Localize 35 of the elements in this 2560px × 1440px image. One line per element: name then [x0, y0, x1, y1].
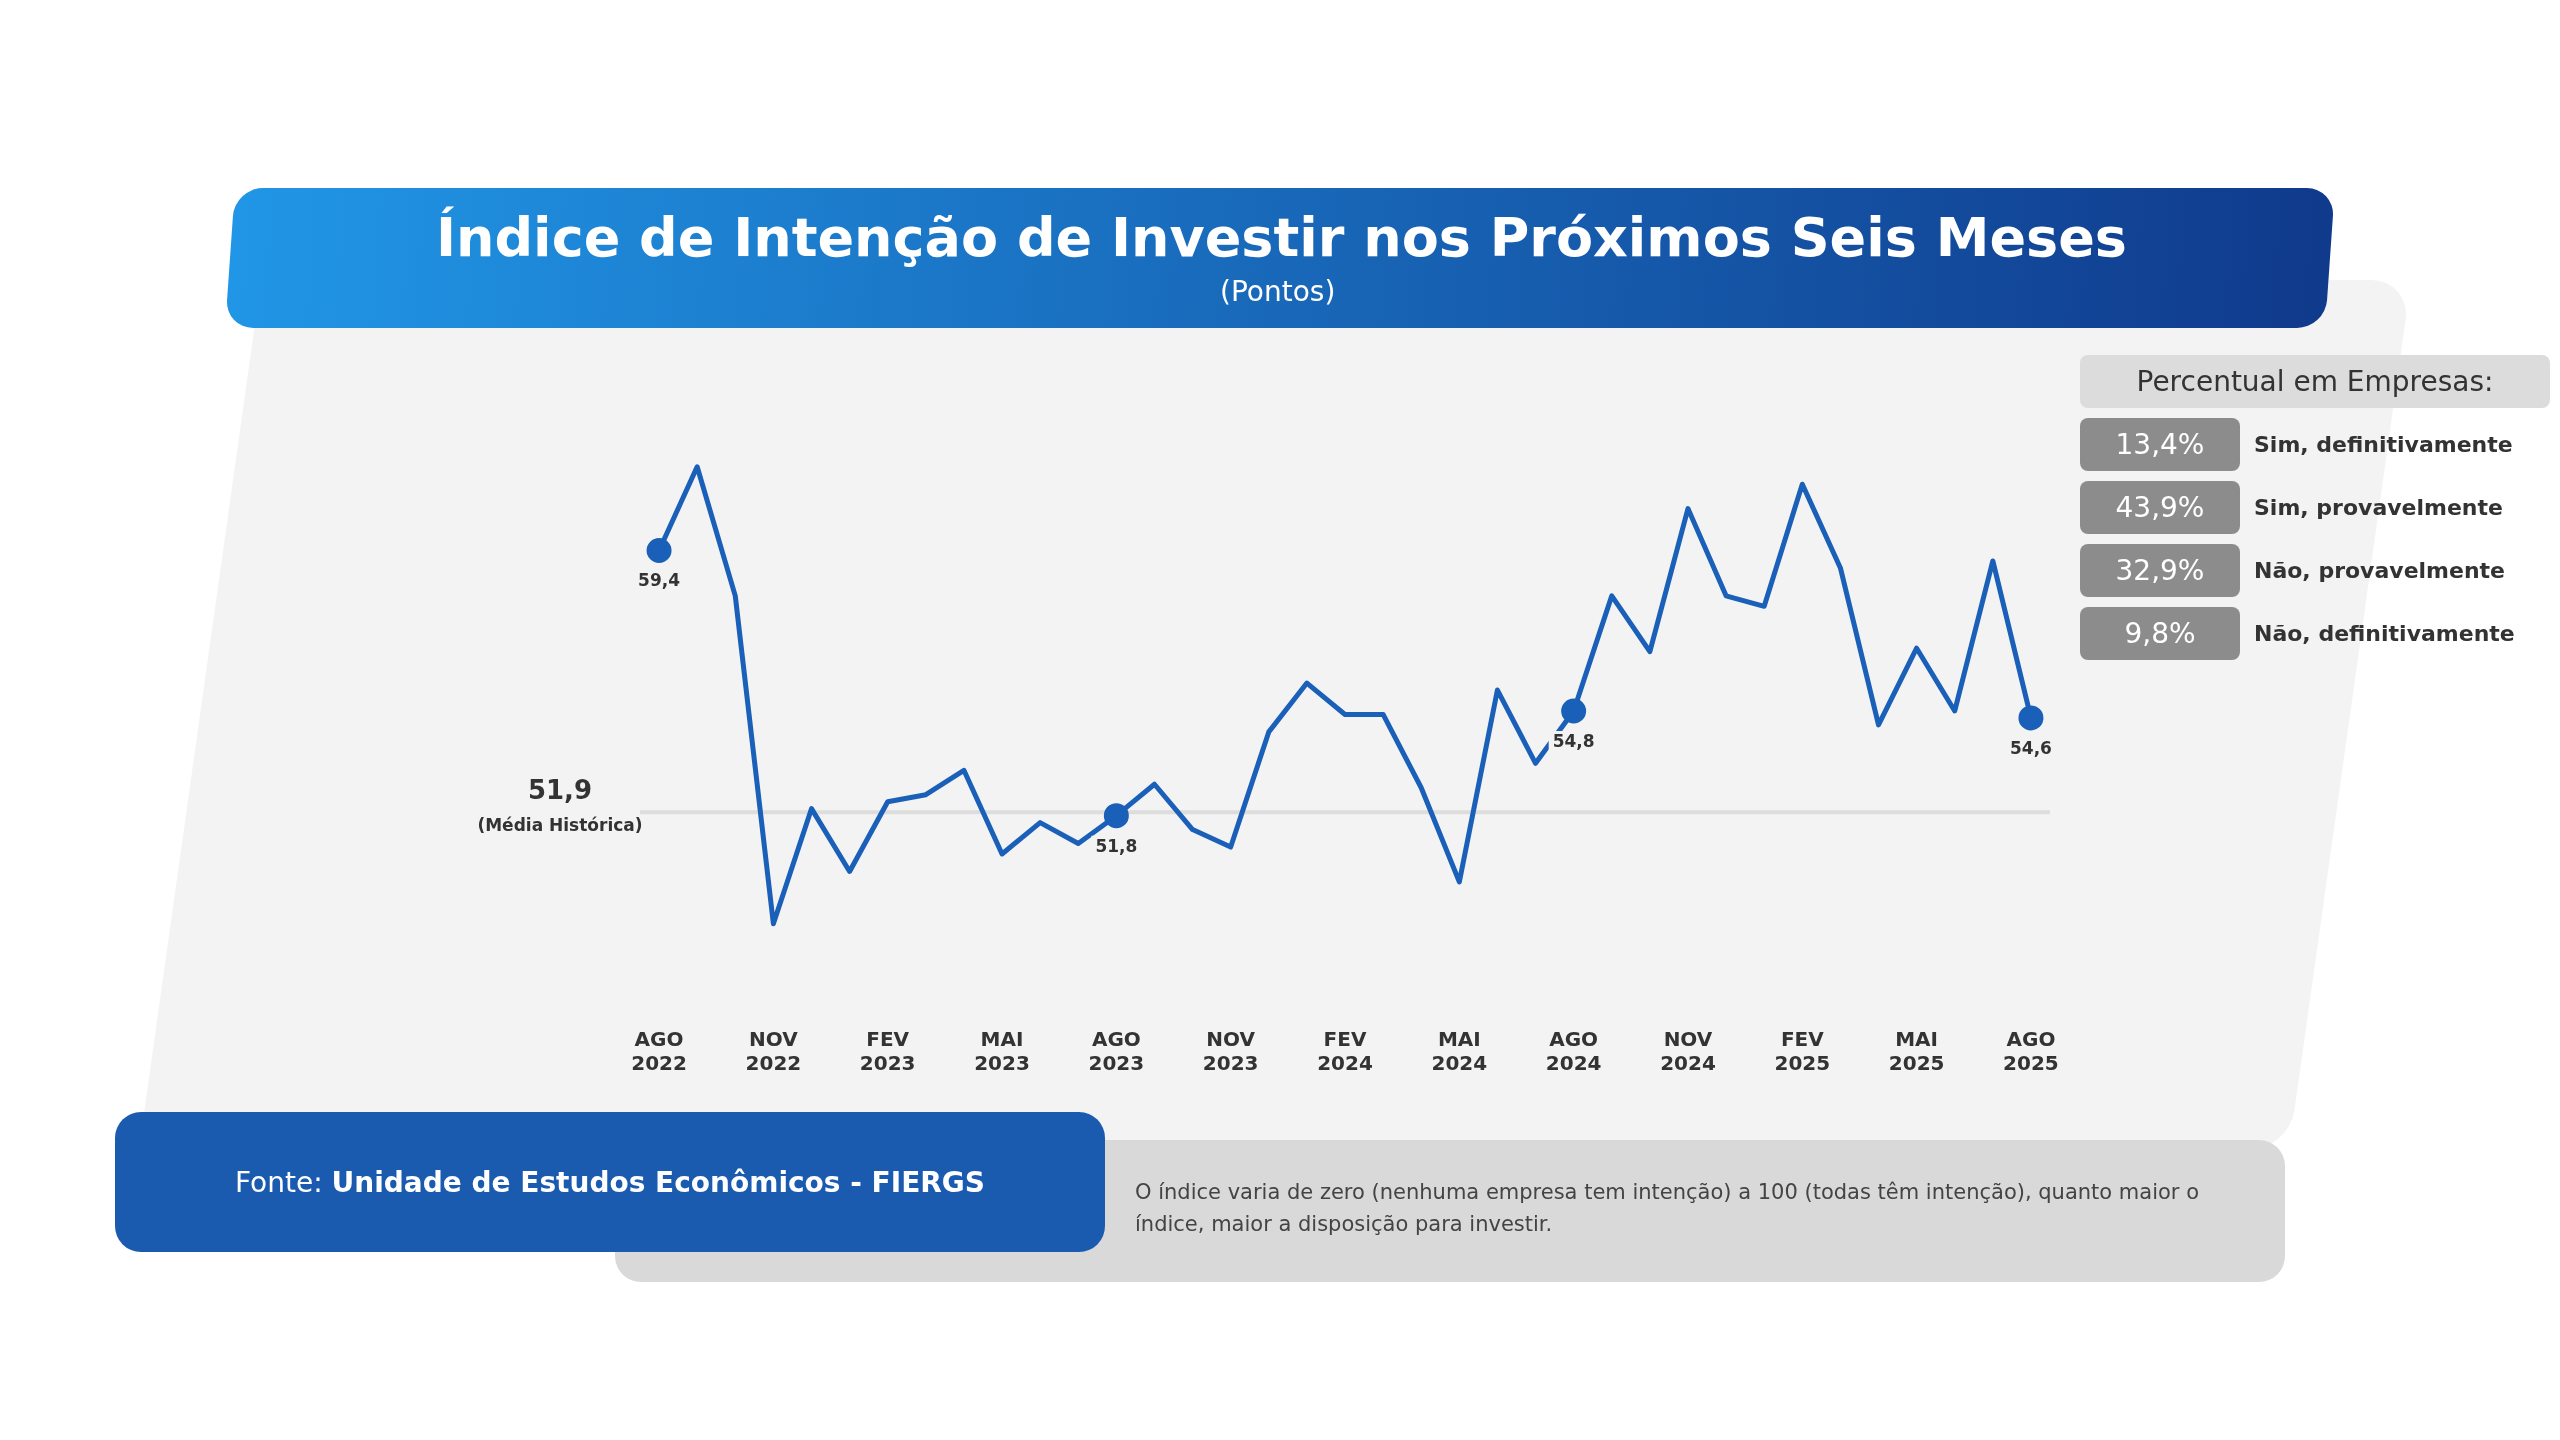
point: [1103, 803, 1129, 829]
data-label: 51,8: [1095, 835, 1138, 856]
x-tick-label: MAI 2024: [1431, 1027, 1488, 1076]
x-tick-label: AGO 2024: [1545, 1027, 1602, 1076]
data-label: 54,6: [2009, 737, 2052, 758]
ref-line-label: 51,9 (Média Histórica): [477, 774, 643, 835]
point: [1561, 698, 1587, 724]
x-tick-label: AGO 2022: [631, 1027, 687, 1076]
x-tick-label: FEV 2024: [1317, 1027, 1373, 1076]
text: 32,9%: [2115, 554, 2205, 587]
category-label: Sim, provavelmente: [2254, 495, 2503, 520]
chart-subtitle: (Pontos): [1219, 275, 1337, 308]
x-tick-label: NOV 2024: [1660, 1027, 1716, 1076]
category-label: Não, definitivamente: [2254, 621, 2515, 646]
point: [646, 537, 672, 563]
text: Percentual em Empresas:: [2080, 355, 2550, 408]
x-tick-label: AGO 2023: [1088, 1027, 1145, 1076]
category-label: Sim, definitivamente: [2254, 432, 2513, 457]
category-label: Não, provavelmente: [2254, 558, 2506, 583]
x-tick-label: MAI 2023: [974, 1027, 1030, 1076]
chart-title: Índice de Intenção de Investir nos Próximos Seis Meses: [434, 206, 2128, 269]
x-tick-label: MAI 2025: [1888, 1027, 1945, 1076]
text: 9,8%: [2124, 617, 2196, 650]
x-tick-label: FEV 2025: [1774, 1027, 1831, 1076]
point: [2018, 705, 2044, 731]
source-note: Fonte: Unidade de Estudos Econômicos - FIERGS: [115, 1112, 1105, 1252]
text: 13,4%: [2115, 428, 2205, 461]
data-label: 54,8: [1552, 730, 1595, 751]
x-tick-label: AGO 2025: [2003, 1027, 2059, 1076]
x-tick-label: NOV 2023: [1202, 1027, 1259, 1076]
data-label: 59,4: [638, 570, 681, 591]
x-tick-label: NOV 2022: [745, 1027, 802, 1076]
text: O índice varia de zero (nenhuma empresa tem intenção) a 100 (todas têm intenção), quanto maior o índice, maior a disposição para investir.: [1135, 1180, 2200, 1236]
x-tick-label: FEV 2023: [859, 1027, 916, 1076]
text: 43,9%: [2115, 491, 2205, 524]
